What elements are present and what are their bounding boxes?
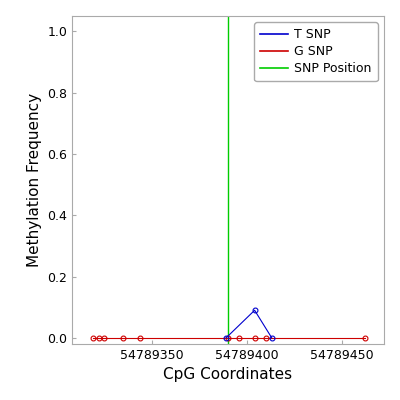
Legend: T SNP, G SNP, SNP Position: T SNP, G SNP, SNP Position: [254, 22, 378, 81]
Y-axis label: Methylation Frequency: Methylation Frequency: [26, 93, 42, 267]
X-axis label: CpG Coordinates: CpG Coordinates: [164, 368, 292, 382]
